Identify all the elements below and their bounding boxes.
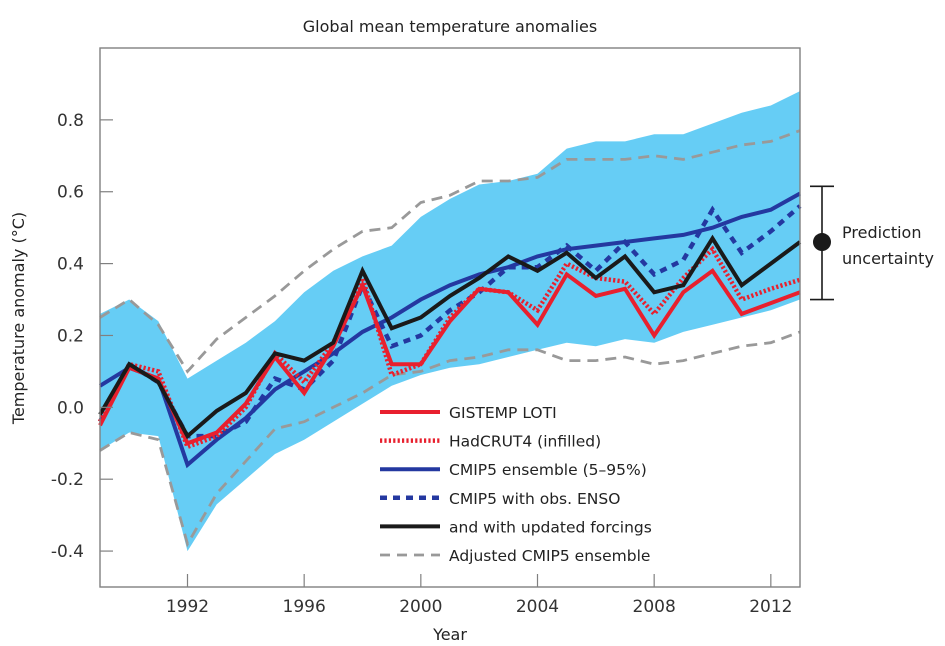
y-tick-label: 0.4 bbox=[57, 255, 84, 275]
x-axis: 1992 1996 2000 2004 2008 2012 bbox=[166, 574, 792, 617]
prediction-uncertainty-annotation: Prediction uncertainty bbox=[810, 185, 934, 301]
y-axis: -0.4 -0.2 0.0 0.2 0.4 0.6 0.8 bbox=[51, 111, 113, 562]
x-tick-label: 1996 bbox=[283, 597, 326, 617]
y-tick-label: 0.0 bbox=[57, 398, 84, 418]
y-tick-label: -0.4 bbox=[51, 542, 84, 562]
legend: GISTEMP LOTI HadCRUT4 (infilled) CMIP5 ens… bbox=[380, 404, 652, 565]
plot-frame bbox=[99, 47, 801, 588]
legend-label: GISTEMP LOTI bbox=[449, 404, 557, 422]
series-line-adjusted-cmip5-ensemble-upper bbox=[99, 129, 801, 374]
y-tick-label: 0.2 bbox=[57, 326, 84, 346]
series-line-hadcrut4-infilled bbox=[97, 245, 801, 450]
annotation-label-line2: uncertainty bbox=[842, 249, 934, 268]
series-line-cmip5-ensemble-5-95 bbox=[98, 191, 801, 469]
y-axis-label: Temperature anomaly (°C) bbox=[9, 212, 28, 425]
x-tick-label: 2012 bbox=[749, 597, 792, 617]
x-axis-label: Year bbox=[432, 625, 467, 644]
legend-label: and with updated forcings bbox=[449, 518, 652, 536]
x-tick-label: 2004 bbox=[516, 597, 559, 617]
legend-label: Adjusted CMIP5 ensemble bbox=[449, 547, 650, 565]
series-layer bbox=[97, 129, 802, 548]
series-line-adjusted-cmip5-ensemble-lower bbox=[99, 330, 801, 548]
annotation-label-line1: Prediction bbox=[842, 223, 921, 242]
legend-label: CMIP5 ensemble (5–95%) bbox=[449, 461, 647, 479]
series-line-gistemp-loti bbox=[98, 267, 801, 446]
x-tick-label: 1992 bbox=[166, 597, 209, 617]
x-tick-label: 2000 bbox=[399, 597, 442, 617]
error-bar-center-dot bbox=[813, 233, 831, 252]
x-tick-label: 2008 bbox=[633, 597, 676, 617]
series-line-cmip5-with-obs-enso bbox=[97, 204, 802, 439]
y-tick-label: -0.2 bbox=[51, 470, 84, 490]
chart-title: Global mean temperature anomalies bbox=[303, 17, 597, 36]
series-line-and-with-updated-forcings bbox=[98, 234, 802, 440]
legend-label: HadCRUT4 (infilled) bbox=[449, 433, 601, 451]
y-tick-label: 0.6 bbox=[57, 183, 84, 203]
y-tick-label: 0.8 bbox=[57, 111, 84, 131]
legend-label: CMIP5 with obs. ENSO bbox=[449, 490, 620, 508]
